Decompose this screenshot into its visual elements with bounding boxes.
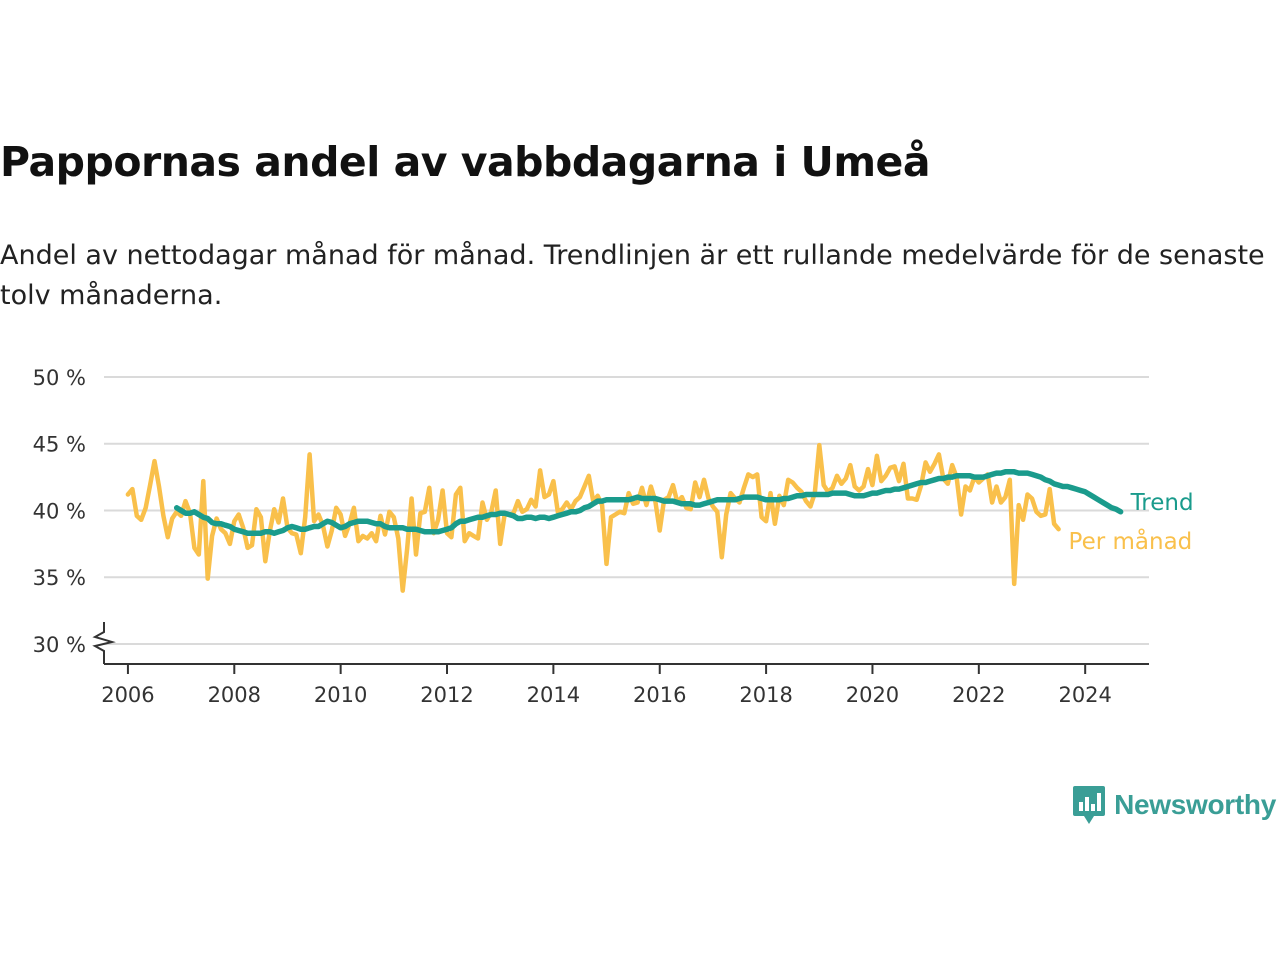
y-tick-label: 40 %: [33, 499, 86, 523]
series-labels: Per månad Trend: [1069, 490, 1194, 555]
y-axis-break: [92, 621, 116, 664]
x-tick-label: 2022: [952, 683, 1005, 707]
chart-title: Pappornas andel av vabbdagarna i Umeå: [0, 138, 931, 186]
trend-label: Trend: [1130, 490, 1194, 516]
x-tick-label: 2018: [739, 683, 792, 707]
line-chart: 30 % 35 % 40 % 45 % 50 % 2006 2008 2010 2012 2014…: [33, 366, 1194, 707]
monthly-label: Per månad: [1069, 527, 1193, 555]
series-lines: [125, 442, 1124, 593]
trend-line: [173, 469, 1124, 536]
y-tick-label: 50 %: [33, 366, 86, 390]
x-tick-label: 2006: [101, 683, 154, 707]
chart-subtitle: Andel av nettodagar månad för månad. Tre…: [0, 240, 1265, 311]
y-tick-label: 30 %: [33, 633, 86, 657]
monthly-line: [125, 442, 1061, 593]
newsworthy-logo-icon: [1073, 786, 1106, 824]
x-tick-label: 2012: [420, 683, 473, 707]
y-tick-label: 45 %: [33, 433, 86, 457]
brand-logo: Newsworthy: [1072, 784, 1276, 826]
x-tick-label: 2024: [1058, 683, 1111, 707]
x-tick-label: 2016: [633, 683, 686, 707]
x-tick-label: 2020: [846, 683, 899, 707]
axes: 30 % 35 % 40 % 45 % 50 % 2006 2008 2010 2012 2014…: [33, 366, 1149, 707]
x-tick-label: 2014: [527, 683, 580, 707]
brand-name: Newsworthy: [1114, 789, 1276, 820]
x-tick-label: 2008: [208, 683, 261, 707]
x-tick-label: 2010: [314, 683, 367, 707]
y-tick-label: 35 %: [33, 566, 86, 590]
